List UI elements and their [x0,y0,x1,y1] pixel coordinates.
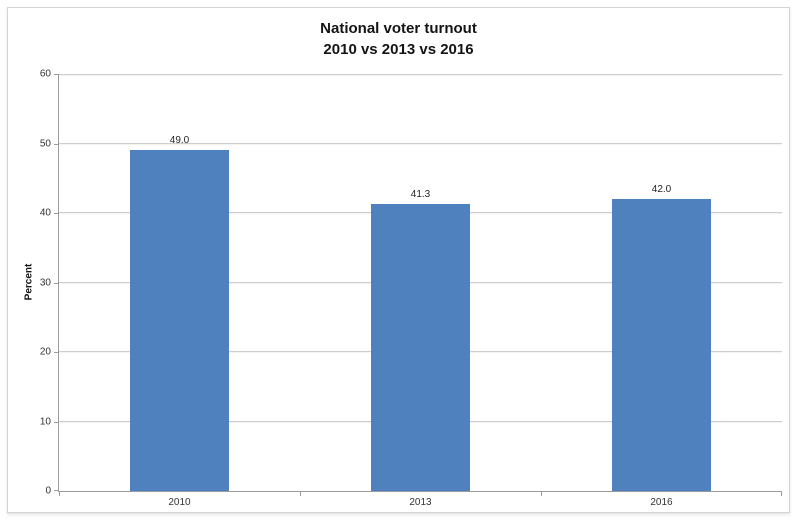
x-tick-mark [59,491,60,496]
y-tick-mark [54,74,59,75]
y-tick-label: 30 [39,277,51,288]
x-tick-mark [300,491,301,496]
gridline [59,142,782,144]
chart-title-line2: 2010 vs 2013 vs 2016 [323,41,474,58]
bar [612,199,711,491]
y-tick-mark [54,143,59,145]
bar-value-label: 41.3 [410,189,431,200]
bar-value-label: 42.0 [651,184,672,195]
plot-area: 0 10 20 30 40 50 60 49.0 2010 41.3 2013 42.0 2016 [40,69,782,508]
x-tick-mark [781,491,782,496]
gridline [59,74,782,75]
x-tick-label: 2010 [168,497,191,508]
x-tick-label: 2016 [650,497,673,508]
y-tick-label: 10 [39,416,51,427]
y-tick-mark [54,490,59,491]
y-tick-label: 60 [39,68,51,80]
y-tick-mark [54,282,59,284]
chart-frame: National voter turnout 2010 vs 2013 vs 2… [7,7,790,513]
chart-title: National voter turnout 2010 vs 2013 vs 2… [8,18,789,60]
x-tick-label: 2013 [409,497,432,508]
y-tick-mark [54,421,59,423]
bar [371,204,470,491]
x-tick-mark [541,491,542,496]
bar [130,150,229,491]
y-axis-title: Percent [23,263,35,301]
y-tick-label: 20 [39,346,51,358]
y-tick-mark [54,352,59,353]
bar-value-label: 49.0 [169,135,190,146]
y-tick-label: 40 [39,207,51,219]
y-tick-label: 0 [45,485,51,497]
chart-title-line1: National voter turnout [320,20,477,37]
y-tick-label: 50 [39,138,51,149]
y-tick-mark [54,213,59,214]
